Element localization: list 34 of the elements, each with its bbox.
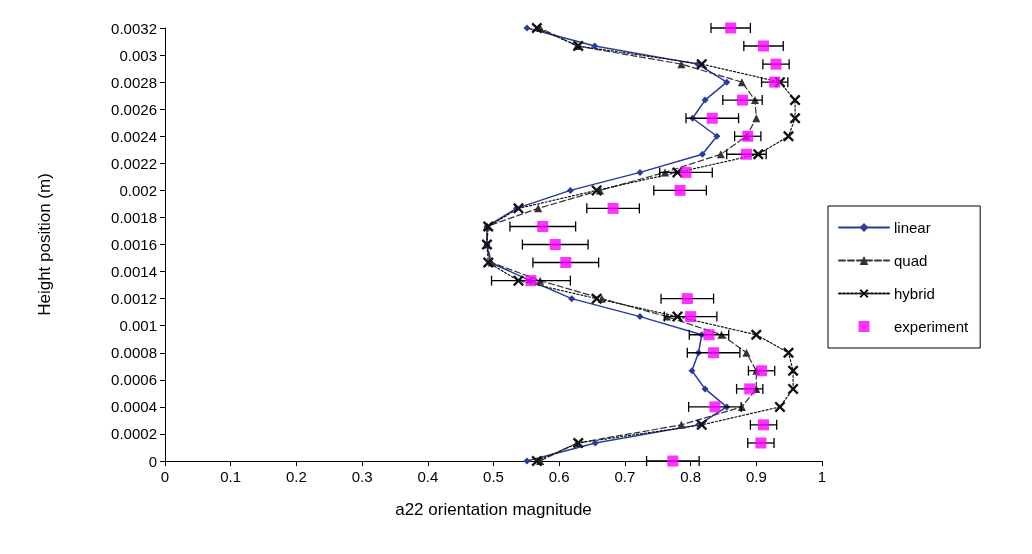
legend-label: linear — [894, 219, 931, 236]
x-tick-label: 0.8 — [680, 468, 702, 485]
y-tick-label: 0.0018 — [111, 208, 157, 226]
y-tick-label: 0.0032 — [111, 19, 157, 37]
y-tick-label: 0.0008 — [111, 344, 157, 362]
y-tick-label: 0.0006 — [111, 371, 157, 389]
x-tick-label: 0.5 — [483, 468, 504, 485]
legend-label: quad — [894, 252, 928, 269]
x-tick-label: 0.7 — [614, 468, 636, 485]
y-tick-label: 0.0024 — [111, 127, 157, 145]
y-tick-label: 0.0002 — [111, 425, 157, 443]
y-tick-label: 0.0016 — [111, 236, 157, 253]
y-tick-label: 0.0012 — [111, 290, 157, 308]
x-tick-label: 0.4 — [417, 468, 439, 485]
legend-label: hybrid — [894, 285, 935, 302]
y-tick-label: 0.0028 — [111, 73, 157, 91]
x-tick-label: 0.6 — [548, 468, 570, 485]
y-tick-label: 0.0014 — [111, 263, 157, 281]
y-axis-title: Height position (m) — [35, 173, 54, 316]
y-tick-label: 0.002 — [119, 181, 157, 199]
y-tick-label: 0 — [148, 452, 157, 470]
y-tick-label: 0.003 — [119, 46, 157, 64]
x-tick-label: 1 — [817, 468, 827, 485]
x-tick-label: 0.3 — [351, 468, 373, 485]
legend-label: experiment — [894, 318, 970, 335]
y-tick-label: 0.0004 — [111, 398, 157, 416]
y-tick-label: 0.001 — [119, 317, 157, 335]
x-axis-title: a22 orientation magnitude — [395, 500, 592, 519]
x-tick-label: 0 — [160, 468, 170, 485]
x-tick-label: 0.1 — [220, 468, 242, 485]
x-tick-label: 0.9 — [745, 468, 767, 485]
y-tick-label: 0.0026 — [111, 100, 157, 118]
y-tick-label: 0.0022 — [111, 154, 157, 172]
x-tick-label: 0.2 — [285, 468, 307, 485]
